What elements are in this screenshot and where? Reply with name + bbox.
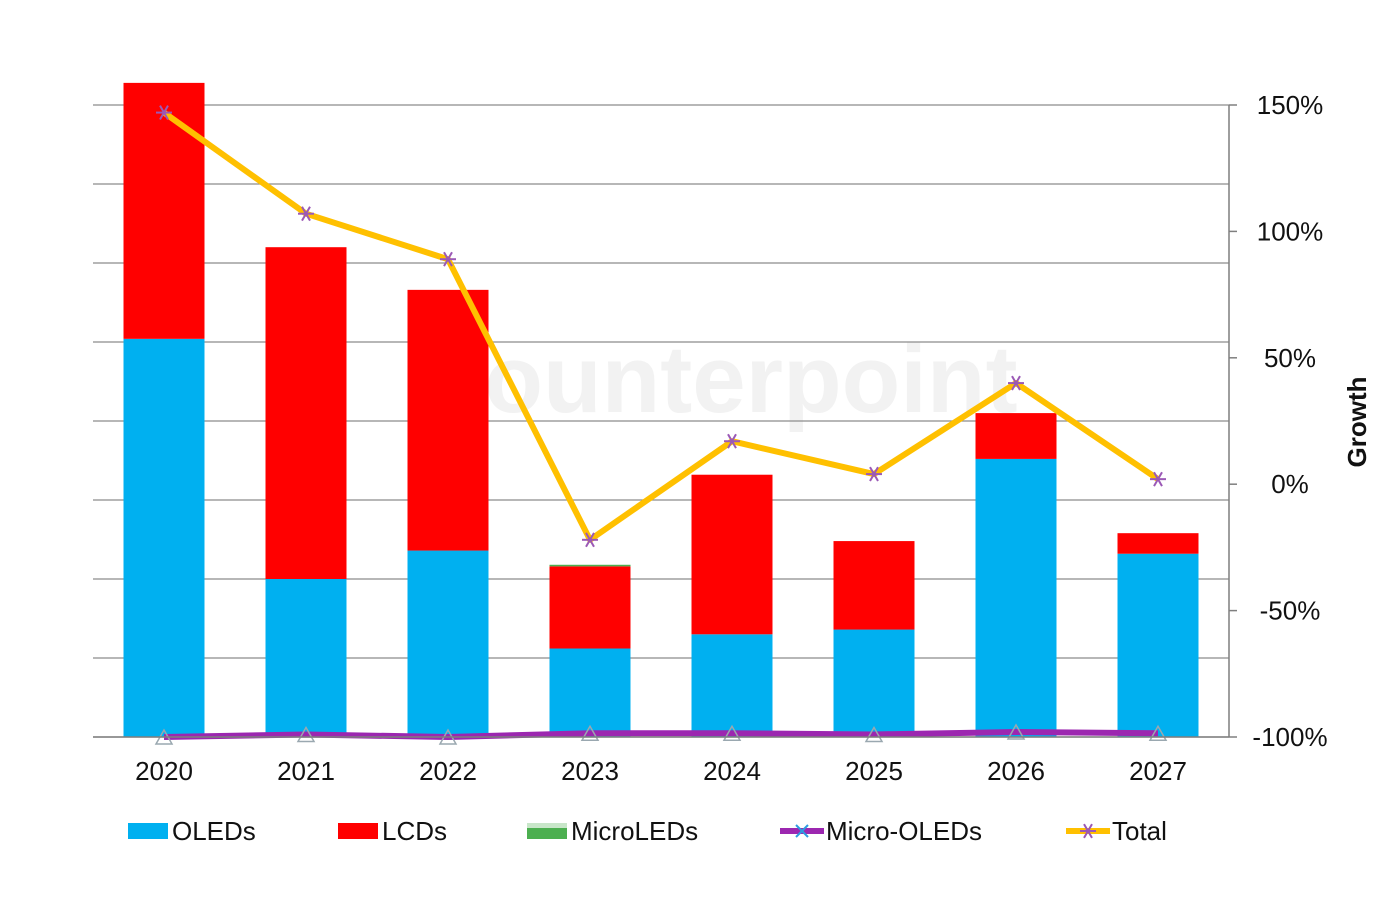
point-total-2024 [724, 433, 740, 449]
legend-marker [795, 824, 809, 838]
bar-lcds-2022 [407, 289, 489, 551]
tick-labels: 2020 2021 2022 2023 2024 2025 2026 2027 150% 100%… [135, 90, 1328, 786]
x-tick-label: 2023 [561, 756, 619, 786]
legend-label: Micro-OLEDs [826, 816, 982, 846]
x-tick-label: 2027 [1129, 756, 1187, 786]
axes [93, 104, 1237, 738]
x-tick-label: 2025 [845, 756, 903, 786]
point-total-2027 [1150, 471, 1166, 487]
line-micro-oleds [163, 728, 1159, 740]
y2-tick-label: 100% [1257, 216, 1324, 246]
marker-stroke [159, 105, 169, 121]
point-micro-oleds-2026 [1006, 723, 1026, 740]
point-total-2023 [582, 532, 598, 548]
point-total-2026 [1008, 375, 1024, 391]
bar-lcds-2026 [975, 413, 1057, 459]
bar-lcds-2023 [549, 566, 631, 649]
y2-tick-label: 50% [1264, 343, 1316, 373]
x-tick-label: 2022 [419, 756, 477, 786]
bar-lcds-2027 [1117, 533, 1199, 554]
bar-oleds-2027 [1117, 553, 1199, 737]
legend-item-oleds: OLEDs [128, 816, 256, 846]
y2-tick-label: 150% [1257, 90, 1324, 120]
line-total [162, 110, 1160, 543]
point-micro-oleds-2024 [722, 724, 742, 741]
bar-microleds-2023 [549, 564, 631, 567]
watermark-text: Counterpoint [415, 326, 1018, 433]
bars [123, 82, 1199, 737]
x-tick-label: 2024 [703, 756, 761, 786]
bar-oleds-2025 [833, 629, 915, 737]
marker-stroke [869, 466, 879, 482]
bar-lcds-2020 [123, 82, 205, 339]
point-micro-oleds-2021 [296, 725, 316, 743]
point-total-2022 [440, 251, 456, 267]
marker-stroke [1011, 375, 1021, 391]
gridlines [93, 104, 1229, 738]
legend-item-micro-oleds: Micro-OLEDs [780, 816, 982, 846]
bar-lcds-2024 [691, 474, 773, 635]
bar-lcds-2025 [833, 541, 915, 630]
bar-oleds-2022 [407, 550, 489, 737]
y2-tick-label: 0% [1271, 469, 1309, 499]
legend-item-total: Total [1066, 816, 1167, 846]
bar-oleds-2021 [265, 579, 347, 737]
point-micro-oleds-2025 [864, 725, 884, 743]
bar-oleds-2024 [691, 634, 773, 737]
y2-tick-label: -100% [1252, 722, 1327, 752]
marker-stroke [1153, 471, 1163, 487]
bar-oleds-2023 [549, 648, 631, 737]
point-total-2025 [866, 466, 882, 482]
legend-item-microleds: MicroLEDs [527, 816, 698, 846]
point-micro-oleds-2027 [1148, 724, 1168, 741]
legend-marker [1080, 823, 1096, 839]
marker-stroke [301, 206, 311, 222]
legend-swatch [128, 823, 168, 839]
marker-stroke [795, 824, 809, 838]
legend-label: OLEDs [172, 816, 256, 846]
legend-swatch-highlight [527, 823, 567, 828]
legend-label: LCDs [382, 816, 447, 846]
legend-item-lcds: LCDs [338, 816, 447, 846]
marker-stroke [585, 532, 595, 548]
y2-tick-label: -50% [1260, 596, 1321, 626]
marker-stroke [443, 251, 453, 267]
point-total-2020 [156, 105, 172, 121]
bar-oleds-2026 [975, 458, 1057, 737]
x-tick-label: 2020 [135, 756, 193, 786]
x-tick-label: 2026 [987, 756, 1045, 786]
point-micro-oleds-2023 [580, 724, 600, 741]
bar-oleds-2020 [123, 338, 205, 737]
x-tick-label: 2021 [277, 756, 335, 786]
marker-stroke [727, 433, 737, 449]
legend-swatch [338, 823, 378, 839]
marker-stroke [1083, 823, 1093, 839]
point-total-2021 [298, 206, 314, 222]
y2-axis-title: Growth [1342, 377, 1372, 468]
legend-label: MicroLEDs [571, 816, 698, 846]
legend-label: Total [1112, 816, 1167, 846]
bar-lcds-2021 [265, 247, 347, 579]
legend: OLEDs LCDs MicroLEDs Micro-OLEDs Total [128, 816, 1167, 846]
